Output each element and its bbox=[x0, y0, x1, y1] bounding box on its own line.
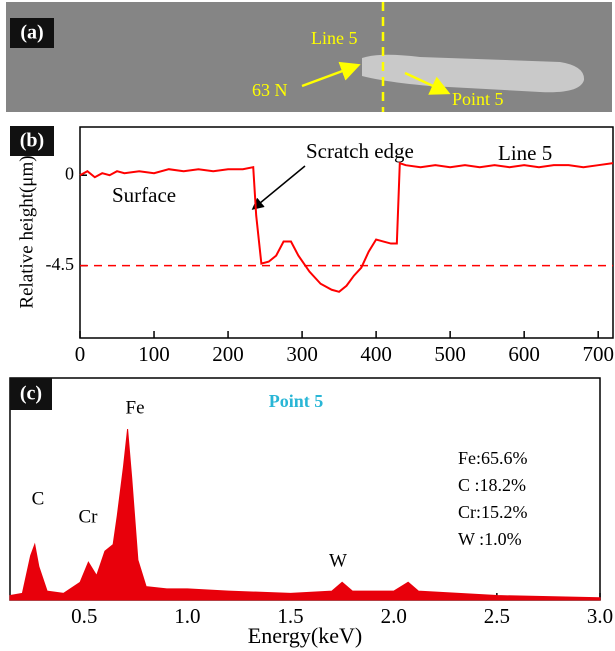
x-axis-label: Energy(keV) bbox=[248, 623, 362, 648]
x-tick-label: 300 bbox=[286, 342, 318, 366]
y-axis-label: Relative height(μm) bbox=[16, 155, 37, 308]
annotation: Point 5 bbox=[452, 89, 504, 109]
annotation-arrow bbox=[254, 166, 305, 208]
annotation: Surface bbox=[112, 183, 176, 207]
annotation: 63 N bbox=[252, 80, 288, 100]
composition: W :1.0% bbox=[458, 529, 522, 549]
micrograph bbox=[6, 2, 612, 112]
annotation: Line 5 bbox=[498, 141, 552, 165]
x-tick-label: 600 bbox=[508, 342, 540, 366]
annotation: Scratch edge bbox=[306, 139, 414, 163]
x-tick-label: 1.5 bbox=[277, 604, 303, 628]
chart-title: Point 5 bbox=[269, 391, 324, 411]
x-tick-label: 3.0 bbox=[587, 604, 613, 628]
panel-label: (b) bbox=[20, 130, 44, 152]
composition: Fe:65.6% bbox=[458, 448, 528, 468]
x-tick-label: 400 bbox=[360, 342, 392, 366]
panel-label: (a) bbox=[20, 22, 43, 44]
x-tick-label: 100 bbox=[138, 342, 170, 366]
panel-label: (c) bbox=[20, 383, 42, 405]
x-tick-label: 1.0 bbox=[174, 604, 200, 628]
x-tick-label: 0.5 bbox=[71, 604, 97, 628]
peak-label: W bbox=[329, 550, 347, 571]
y-tick-label: -4.5 bbox=[46, 254, 75, 274]
peak-label: C bbox=[32, 488, 45, 509]
x-tick-label: 2.0 bbox=[381, 604, 407, 628]
page: {"micrograph": {"label": "(a)", "annotat… bbox=[0, 0, 615, 651]
composition: Cr:15.2% bbox=[458, 502, 528, 522]
x-tick-label: 700 bbox=[582, 342, 614, 366]
x-tick-label: 2.5 bbox=[484, 604, 510, 628]
x-tick-label: 200 bbox=[212, 342, 244, 366]
x-tick-label: 500 bbox=[434, 342, 466, 366]
peak-label: Cr bbox=[79, 506, 99, 527]
x-tick-label: 0 bbox=[75, 342, 86, 366]
composition: C :18.2% bbox=[458, 475, 526, 495]
figure: (a) Line 5 63 N Point 5 (b) Relative hei… bbox=[0, 0, 615, 651]
annotation: Line 5 bbox=[311, 28, 358, 48]
peak-label: Fe bbox=[126, 397, 145, 418]
y-tick-label: 0 bbox=[65, 163, 74, 183]
